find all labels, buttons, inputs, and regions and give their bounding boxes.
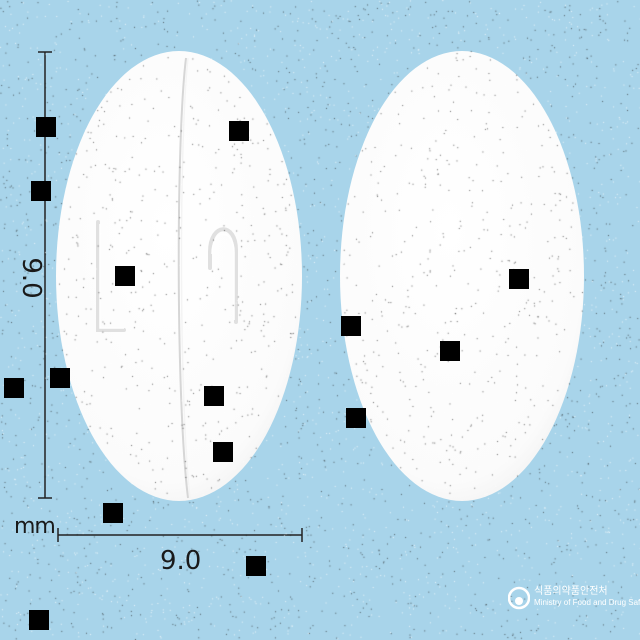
watermark-english-text: Ministry of Food and Drug Safety (534, 598, 640, 607)
tablet-front (56, 51, 302, 501)
occlusion-marker (509, 269, 529, 289)
width-label: 9.0 (160, 546, 202, 576)
occlusion-marker (115, 266, 135, 286)
width-dimension (57, 528, 303, 542)
tablet-back-body (340, 51, 584, 501)
tablet-back (340, 51, 584, 501)
occlusion-marker (246, 556, 266, 576)
unit-label: mm (14, 514, 56, 539)
occlusion-marker (36, 117, 56, 137)
occlusion-marker (31, 181, 51, 201)
occlusion-marker (29, 610, 49, 630)
height-label: 9.0 (16, 257, 46, 299)
watermark-korean-text: 식품의약품안전처 (534, 586, 608, 597)
occlusion-marker (346, 408, 366, 428)
occlusion-marker (204, 386, 224, 406)
occlusion-marker (229, 121, 249, 141)
occlusion-marker (103, 503, 123, 523)
occlusion-marker (213, 442, 233, 462)
occlusion-marker (4, 378, 24, 398)
occlusion-marker (440, 341, 460, 361)
mfds-emblem-icon (508, 586, 530, 610)
occlusion-marker (50, 368, 70, 388)
occlusion-marker (341, 316, 361, 336)
mfds-watermark: 식품의약품안전처 Ministry of Food and Drug Safet… (506, 582, 640, 618)
